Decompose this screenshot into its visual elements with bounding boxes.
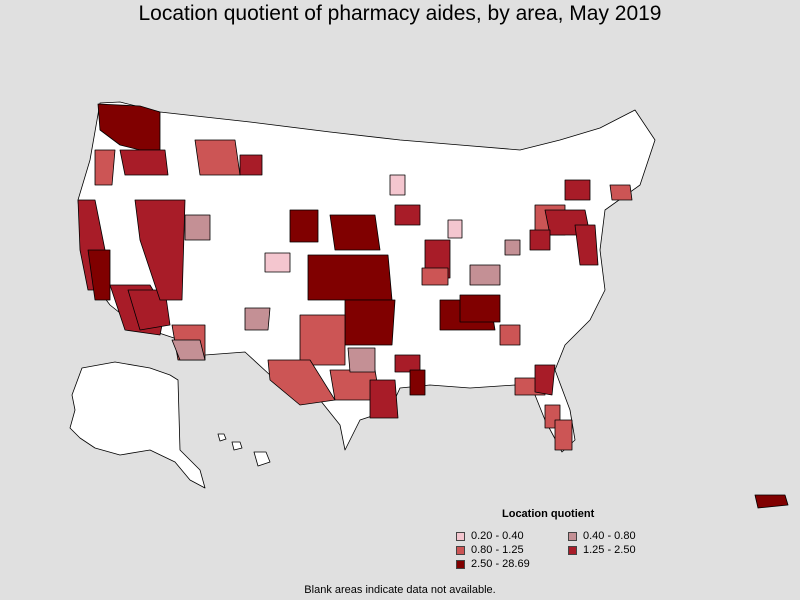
legend-swatch-4: [456, 559, 465, 569]
arkansas-area: [347, 347, 376, 373]
montana-west: [194, 139, 241, 176]
territory-region: [754, 494, 789, 509]
new-york-west: [564, 179, 591, 201]
texas-houston: [369, 379, 399, 419]
hawaii-island-1: [217, 433, 227, 442]
georgia-north: [499, 324, 521, 346]
iowa-area: [394, 204, 421, 226]
new-mexico-area: [244, 307, 271, 331]
florida-north: [534, 364, 556, 396]
minnesota-area: [389, 174, 406, 196]
legend-swatch-0: [456, 531, 465, 541]
colorado-area: [264, 252, 291, 273]
florida-south: [554, 419, 573, 451]
kansas: [307, 254, 393, 301]
oregon-coast: [94, 149, 116, 186]
legend: Location quotient 0.20 - 0.40 0.40 - 0.8…: [456, 508, 656, 572]
legend-item-4: 2.50 - 28.69: [456, 558, 530, 570]
legend-swatch-3: [568, 545, 577, 555]
louisiana-area: [409, 369, 426, 396]
indiana-area: [447, 219, 463, 239]
legend-swatch-1: [568, 531, 577, 541]
tennessee-east: [459, 294, 501, 323]
nebraska-west: [289, 209, 319, 243]
california-central: [87, 249, 111, 301]
utah-north: [184, 214, 211, 241]
nebraska-east: [329, 214, 381, 251]
legend-item-1: 0.40 - 0.80: [568, 530, 636, 542]
missouri-east: [421, 267, 449, 286]
map-title: Location quotient of pharmacy aides, by …: [138, 2, 662, 25]
legend-item-0: 0.20 - 0.40: [456, 530, 524, 542]
legend-item-3: 1.25 - 2.50: [568, 544, 636, 556]
hawaii-island-2: [231, 441, 243, 451]
ohio-area: [504, 239, 521, 256]
hawaii-island-3: [253, 451, 271, 467]
kentucky-area: [469, 264, 501, 286]
texas-west: [267, 359, 336, 406]
mississippi-area: [394, 354, 421, 373]
nevada: [134, 199, 186, 301]
alaska-region: [69, 361, 206, 489]
maryland-delaware: [574, 224, 599, 266]
texas-north: [299, 314, 346, 366]
oklahoma: [344, 299, 396, 346]
west-virginia-area: [529, 229, 551, 251]
arizona-tucson: [171, 339, 206, 361]
legend-swatch-2: [456, 545, 465, 555]
massachusetts-area: [609, 184, 633, 201]
oregon-central: [119, 149, 169, 176]
footnote: Blank areas indicate data not available.: [304, 584, 496, 596]
legend-item-2: 0.80 - 1.25: [456, 544, 524, 556]
legend-title: Location quotient: [502, 508, 595, 520]
california-los-angeles: [127, 289, 171, 331]
montana-east: [239, 154, 263, 176]
